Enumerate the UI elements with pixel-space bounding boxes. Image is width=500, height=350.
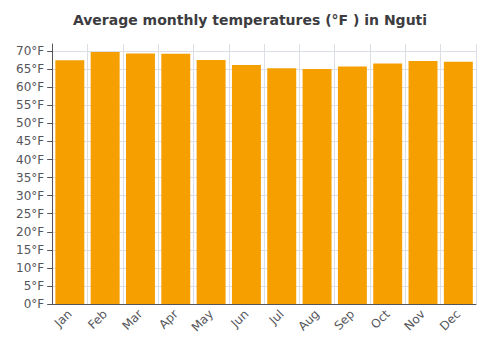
svg-text:Nov: Nov xyxy=(402,307,428,333)
svg-text:15°F: 15°F xyxy=(16,243,44,257)
svg-text:35°F: 35°F xyxy=(16,171,44,185)
svg-text:Dec: Dec xyxy=(437,307,463,333)
svg-text:Jan: Jan xyxy=(51,307,75,331)
svg-text:60°F: 60°F xyxy=(16,80,44,94)
svg-text:May: May xyxy=(189,307,216,334)
svg-text:Jul: Jul xyxy=(266,307,287,328)
svg-text:50°F: 50°F xyxy=(16,116,44,130)
svg-text:70°F: 70°F xyxy=(16,44,44,58)
svg-text:Average monthly temperatures (: Average monthly temperatures (°F ) in Ng… xyxy=(73,12,427,28)
svg-text:55°F: 55°F xyxy=(16,98,44,112)
svg-text:Mar: Mar xyxy=(120,307,146,333)
svg-text:45°F: 45°F xyxy=(16,134,44,148)
svg-text:Apr: Apr xyxy=(156,307,181,332)
svg-text:Jun: Jun xyxy=(228,307,252,331)
svg-text:65°F: 65°F xyxy=(16,62,44,76)
svg-text:Sep: Sep xyxy=(331,307,357,333)
svg-text:20°F: 20°F xyxy=(16,225,44,239)
svg-text:40°F: 40°F xyxy=(16,153,44,167)
svg-text:Feb: Feb xyxy=(85,307,110,332)
svg-text:30°F: 30°F xyxy=(16,189,44,203)
svg-text:0°F: 0°F xyxy=(24,297,45,311)
svg-text:5°F: 5°F xyxy=(24,279,45,293)
svg-text:10°F: 10°F xyxy=(16,261,44,275)
svg-text:Aug: Aug xyxy=(296,307,322,333)
svg-text:25°F: 25°F xyxy=(16,207,44,221)
svg-text:Oct: Oct xyxy=(368,307,393,332)
